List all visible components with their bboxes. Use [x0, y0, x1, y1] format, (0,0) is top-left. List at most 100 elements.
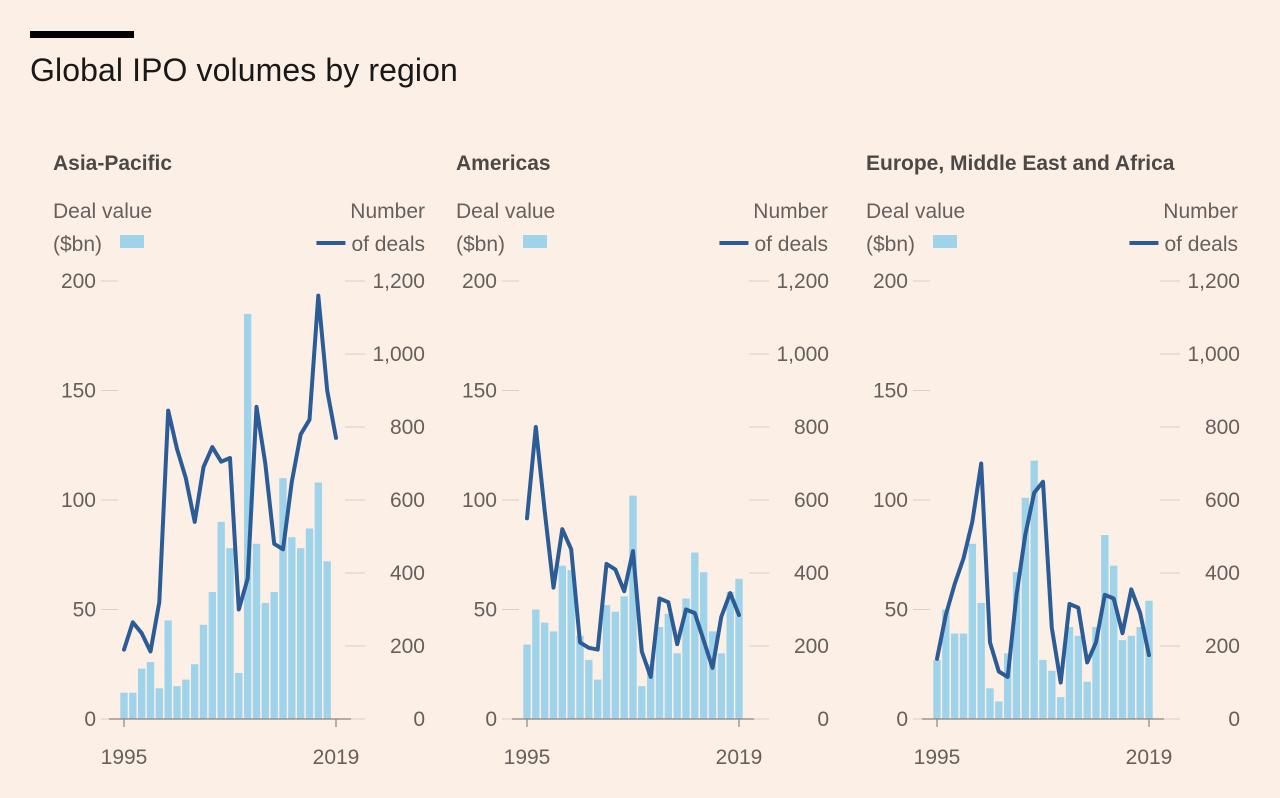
bar — [1048, 670, 1056, 719]
right-axis-tick-label: 1,000 — [372, 343, 425, 366]
legend-line-label: Number — [350, 200, 425, 223]
bar — [523, 644, 531, 719]
bar — [942, 609, 950, 719]
bar — [1083, 681, 1091, 719]
bar — [558, 565, 566, 719]
bar — [314, 482, 322, 719]
bar — [959, 633, 968, 719]
bar — [717, 653, 725, 719]
chart-title: Global IPO volumes by region — [30, 52, 458, 88]
bar — [1012, 572, 1021, 719]
legend-line-unit: of deals — [754, 233, 828, 256]
bar — [1101, 535, 1109, 719]
x-axis-tick-label: 1995 — [504, 746, 551, 769]
legend-bars-label: Deal value — [456, 200, 555, 223]
right-axis-tick-label: 400 — [1205, 562, 1240, 585]
bar — [279, 478, 287, 719]
bar — [1030, 460, 1038, 719]
left-axis-tick-label: 50 — [885, 599, 908, 622]
legend-line-unit: of deals — [351, 233, 425, 256]
bar — [541, 622, 549, 719]
bar — [1127, 635, 1135, 719]
bar — [532, 609, 540, 719]
x-axis-tick-label: 2019 — [313, 746, 360, 769]
bar — [164, 620, 172, 719]
bar — [270, 591, 278, 719]
right-axis-tick-label: 1,000 — [776, 343, 829, 366]
bar — [323, 561, 331, 719]
left-axis-tick-label: 0 — [84, 708, 96, 731]
bar — [288, 537, 296, 719]
panel-title: Europe, Middle East and Africa — [866, 152, 1175, 175]
left-axis-tick-label: 100 — [61, 489, 96, 512]
left-axis-tick-label: 200 — [61, 270, 96, 293]
bar — [620, 596, 628, 719]
right-axis-tick-label: 200 — [794, 635, 829, 658]
bar — [933, 659, 941, 719]
bar — [1057, 697, 1065, 719]
right-axis-tick-label: 600 — [1205, 489, 1240, 512]
bar — [682, 598, 690, 719]
bar — [146, 662, 155, 719]
bar — [664, 613, 672, 719]
bar — [191, 664, 199, 719]
bar — [1118, 640, 1127, 719]
bar — [655, 627, 664, 719]
bar — [602, 605, 611, 719]
title-accent-bar — [30, 31, 134, 38]
right-axis-tick-label: 200 — [1205, 635, 1240, 658]
bar — [173, 686, 181, 719]
bar — [199, 624, 208, 719]
bar — [629, 495, 637, 719]
bar — [576, 635, 584, 719]
legend-line-label: Number — [1163, 200, 1238, 223]
deals-line — [525, 425, 741, 679]
right-axis-tick-label: 1,200 — [776, 270, 829, 293]
bar — [726, 591, 734, 719]
bar — [129, 692, 137, 719]
left-axis-tick-label: 50 — [73, 599, 96, 622]
bar — [244, 313, 252, 719]
bar — [138, 668, 146, 719]
bar — [647, 664, 655, 719]
bar — [567, 570, 575, 719]
bar — [691, 552, 699, 719]
bar — [585, 659, 593, 719]
bar — [1145, 600, 1153, 719]
x-axis-tick-label: 2019 — [1126, 746, 1173, 769]
bar — [226, 548, 234, 719]
bar — [951, 633, 959, 719]
left-axis-tick-label: 150 — [61, 380, 96, 403]
legend-bars-unit: ($bn) — [53, 233, 102, 256]
panel-title: Americas — [456, 152, 551, 175]
bar — [1136, 627, 1144, 719]
bar — [986, 688, 994, 719]
bar — [673, 653, 681, 719]
bar — [968, 543, 976, 719]
bar — [708, 631, 717, 719]
left-axis-tick-label: 50 — [474, 599, 497, 622]
legend-bar-swatch — [523, 235, 547, 248]
bar — [155, 688, 163, 719]
bar — [638, 686, 646, 719]
bar — [182, 679, 190, 719]
legend-bar-swatch — [933, 235, 957, 248]
right-axis-tick-label: 1,200 — [372, 270, 425, 293]
legend-bars-unit: ($bn) — [866, 233, 915, 256]
legend-bars-label: Deal value — [866, 200, 965, 223]
bar — [217, 521, 225, 719]
bar — [735, 578, 743, 719]
bar — [1074, 635, 1082, 719]
bar — [594, 679, 602, 719]
x-axis-tick-label: 1995 — [101, 746, 148, 769]
legend-bars-unit: ($bn) — [456, 233, 505, 256]
bar — [297, 548, 305, 719]
left-axis-tick-label: 0 — [485, 708, 497, 731]
right-axis-tick-label: 1,200 — [1187, 270, 1240, 293]
legend-bar-swatch — [120, 235, 144, 248]
right-axis-tick-label: 800 — [794, 416, 829, 439]
right-axis-tick-label: 800 — [390, 416, 425, 439]
x-axis-tick-label: 1995 — [914, 746, 961, 769]
bar — [252, 543, 261, 719]
bar — [611, 611, 619, 719]
